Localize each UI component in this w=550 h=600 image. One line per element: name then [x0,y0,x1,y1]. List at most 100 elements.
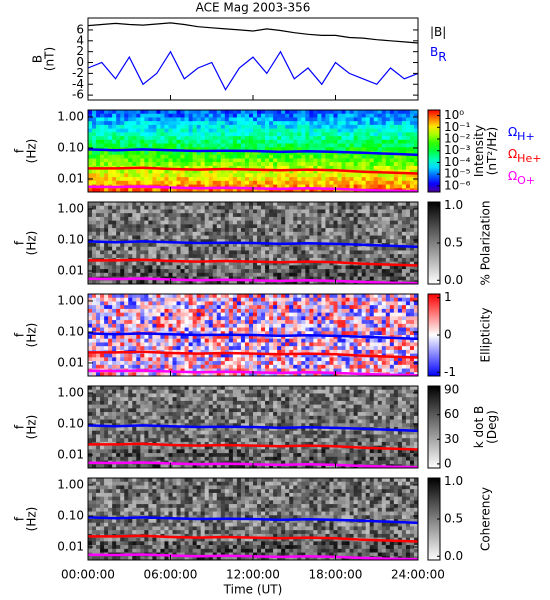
spectrogram-cell [184,143,189,148]
spectrogram-cell [289,331,294,336]
spectrogram-cell [357,216,362,221]
spectrogram-cell [96,228,101,233]
spectrogram-cell [236,121,242,126]
spectrogram-cell [329,327,334,332]
spectrogram-cell [172,202,177,207]
spectrogram-cell [285,327,290,332]
spectrogram-cell [353,162,358,167]
spectrogram-cell [144,110,149,115]
spectrogram-cell [413,312,419,317]
spectrogram-cell [273,280,278,285]
spectrogram-cell [289,346,294,351]
spectrogram-cell [108,243,113,248]
spectrogram-cell [289,202,294,207]
spectrogram-cell [261,254,266,259]
spectrogram-cell [265,231,270,236]
spectrogram-cell [369,308,375,313]
spectrogram-cell [204,124,210,129]
spectrogram-cell [112,269,117,274]
spectrogram-cell [361,320,366,325]
spectrogram-cell [341,165,346,170]
spectrogram-cell [216,338,222,343]
spectrogram-cell [160,139,165,144]
spectrogram-cell [140,162,145,167]
spectrogram-cell [236,301,242,306]
spectrogram-cell [309,308,314,313]
spectrogram-cell [281,188,286,193]
spectrogram-cell [329,276,334,281]
spectrogram-cell [393,202,399,207]
spectrogram-cell [236,323,242,328]
spectrogram-cell [317,231,322,236]
spectrogram-cell [240,269,246,274]
spectrogram-cell [228,301,234,306]
spectrogram-cell [196,177,201,182]
spectrogram-cell [140,308,145,313]
spectrogram-cell [297,165,302,170]
spectrogram-cell [236,243,242,248]
spectrogram-cell [180,224,185,229]
spectrogram-cell [184,239,189,244]
spectrogram-cell [329,113,334,118]
spectrogram-cell [265,213,270,218]
spectrogram-cell [345,235,350,240]
spectrogram-cell [164,316,169,321]
spectrogram-cell [329,213,334,218]
spectrogram-cell [180,143,185,148]
spectrogram-cell [156,110,161,115]
spectrogram-cell [216,331,222,336]
spectrogram-cell [152,180,157,185]
spectrogram-cell [409,202,415,207]
spectrogram-cell [293,173,298,178]
spectrogram-cell [188,158,193,163]
spectrogram-cell [381,342,387,347]
spectrogram-cell [148,139,153,144]
spectrogram-cell [289,139,294,144]
spectrogram-cell [100,335,105,340]
spectrogram-cell [116,154,121,159]
spectrogram-cell [273,132,278,137]
spectrogram-cell [220,276,226,281]
spectrogram-cell [172,180,177,185]
spectrogram-cell [289,257,294,262]
spectrogram-cell [232,162,238,167]
spectrogram-cell [152,220,157,225]
spectrogram-cell [413,272,419,277]
spectrogram-cell [164,117,169,122]
spectrogram-cell [140,294,145,299]
spectrogram-cell [377,162,383,167]
spectrogram-cell [385,202,391,207]
spectrogram-cell [236,320,242,325]
spectrogram-cell [349,269,354,274]
spectrogram-cell [357,117,362,122]
spectrogram-cell [329,272,334,277]
spectrogram-cell [397,276,403,281]
spectrogram-cell [381,216,387,221]
spectrogram-cell [305,165,310,170]
spectrogram-cell [124,202,129,207]
spectrogram-cell [289,301,294,306]
spectrogram-cell [365,147,370,152]
spectrogram-cell [377,297,383,302]
spectrogram-cell [104,261,109,266]
spectrogram-cell [409,147,415,152]
spectrogram-cell [88,235,93,240]
spectrogram-cell [257,294,262,299]
spectrogram-cell [236,143,242,148]
spectrogram-cell [156,297,161,302]
spectrogram-cell [188,228,193,233]
spectrogram-cell [269,327,274,332]
spectrogram-cell [369,327,375,332]
spectrogram-cell [285,265,290,270]
spectrogram-cell [325,139,330,144]
spectrogram-cell [389,128,395,133]
spectrogram-cell [232,113,238,118]
spectrogram-cell [92,265,97,270]
spectrogram-cell [373,276,379,281]
spectrogram-cell [341,250,346,255]
legend-label: BR [430,45,447,64]
spectrogram-cell [248,272,254,277]
spectrogram-cell [244,254,250,259]
spectrogram-cell [317,228,322,233]
spectrogram-cell [232,331,238,336]
